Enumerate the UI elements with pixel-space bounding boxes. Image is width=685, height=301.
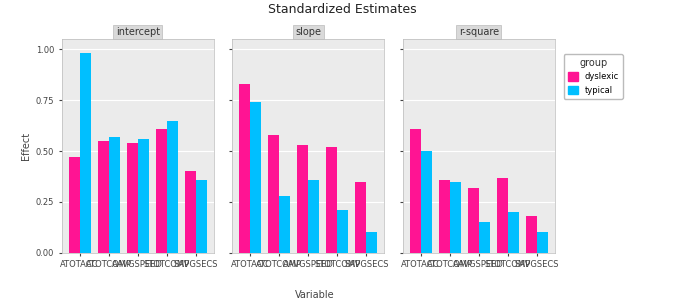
Bar: [326, 147, 337, 253]
Bar: [508, 212, 519, 253]
Title: intercept: intercept: [116, 27, 160, 37]
Bar: [337, 210, 349, 253]
Text: Variable: Variable: [295, 290, 335, 300]
Title: r-square: r-square: [459, 27, 499, 37]
Text: Standardized Estimates: Standardized Estimates: [269, 3, 416, 16]
Bar: [410, 129, 421, 253]
Bar: [497, 178, 508, 253]
Bar: [138, 139, 149, 253]
Bar: [526, 216, 537, 253]
Legend: dyslexic, typical: dyslexic, typical: [564, 54, 623, 99]
Bar: [79, 53, 90, 253]
Bar: [196, 180, 207, 253]
Bar: [98, 141, 109, 253]
Bar: [167, 120, 178, 253]
Bar: [537, 232, 548, 253]
Bar: [356, 182, 366, 253]
Bar: [185, 172, 196, 253]
Bar: [127, 143, 138, 253]
Bar: [268, 135, 279, 253]
Bar: [479, 222, 490, 253]
Bar: [297, 145, 308, 253]
Y-axis label: Effect: Effect: [21, 132, 32, 160]
Bar: [68, 157, 79, 253]
Bar: [438, 180, 449, 253]
Bar: [366, 232, 377, 253]
Bar: [468, 188, 479, 253]
Bar: [155, 129, 167, 253]
Title: slope: slope: [295, 27, 321, 37]
Bar: [449, 182, 461, 253]
Bar: [421, 151, 432, 253]
Bar: [239, 84, 250, 253]
Bar: [250, 102, 261, 253]
Bar: [279, 196, 290, 253]
Bar: [109, 137, 120, 253]
Bar: [308, 180, 319, 253]
